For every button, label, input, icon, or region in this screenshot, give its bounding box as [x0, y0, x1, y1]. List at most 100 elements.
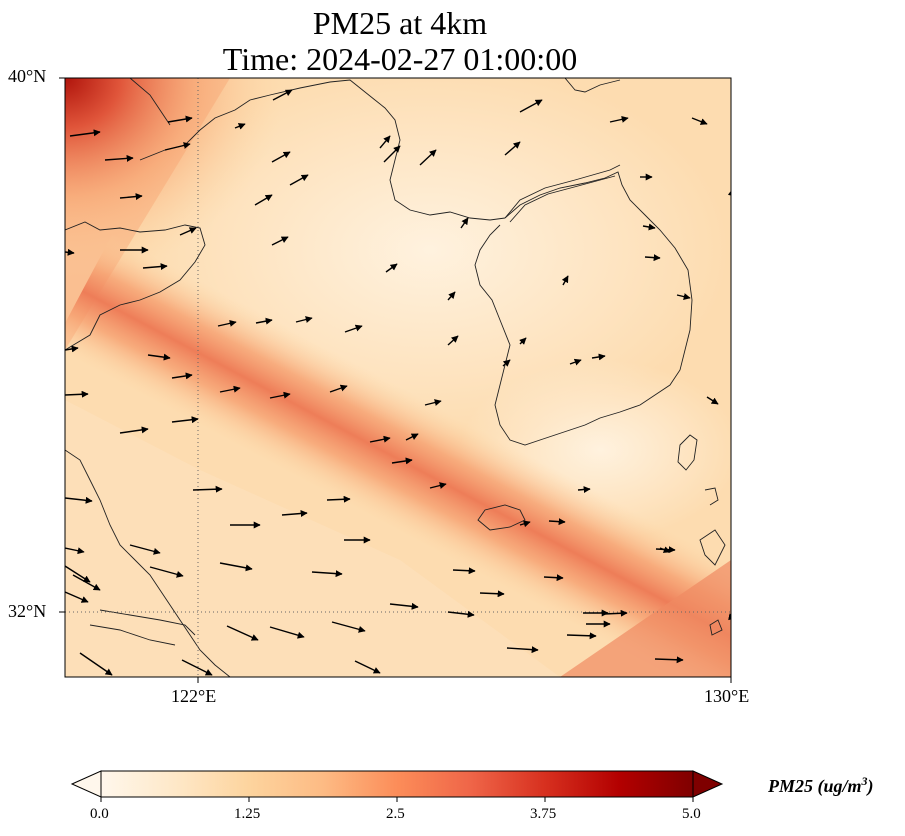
wind-arrow [119, 193, 143, 201]
wind-arrow [344, 324, 363, 333]
wind-arrow [149, 566, 184, 578]
wind-arrow [281, 510, 308, 517]
colorbar-tick-label: 1.25 [234, 806, 261, 822]
wind-arrow [164, 142, 191, 151]
wind-arrow [405, 433, 419, 441]
wind-arrow [691, 117, 708, 125]
wind-arrow [226, 625, 259, 641]
wind-arrow [65, 565, 91, 583]
wind-arrow [65, 496, 93, 504]
colorbar-tick-label: 0.0 [90, 806, 109, 822]
lon-label-122e: 122°E [171, 686, 217, 706]
wind-arrow [65, 547, 85, 555]
wind-arrow [65, 345, 79, 353]
wind-arrow [255, 317, 273, 325]
field-se-high [560, 560, 731, 677]
wind-arrow [591, 353, 606, 361]
wind-arrow [447, 291, 456, 301]
wind-arrow [192, 485, 223, 493]
wind-arrow [429, 482, 447, 489]
colorbar-extend-min [70, 770, 102, 798]
wind-arrow [519, 99, 543, 113]
wind-arrow [519, 520, 531, 528]
wind-arrow [391, 457, 413, 465]
coastlines [65, 78, 726, 677]
wind-arrow [424, 399, 442, 406]
colorbar [70, 770, 724, 802]
lon-label-130e: 130°E [704, 686, 750, 706]
wind-arrow [561, 275, 569, 286]
colorbar-tick-label: 3.75 [530, 806, 557, 822]
wind-arrow [326, 495, 351, 503]
wind-arrow [447, 610, 475, 618]
wind-arrow [354, 660, 381, 674]
wind-arrow [389, 602, 419, 610]
wind-arrow [329, 384, 348, 393]
wind-arrow [269, 391, 291, 399]
wind-arrow [271, 151, 291, 163]
wind-arrow [179, 227, 197, 236]
wind-arrow [254, 194, 273, 206]
colorbar-tick-label: 5.0 [682, 806, 701, 822]
lat-label-40n: 40°N [8, 66, 47, 86]
wind-arrow [234, 123, 246, 130]
wind-arrow [104, 154, 134, 162]
wind-arrow [269, 626, 305, 639]
wind-arrow [569, 358, 582, 366]
wind-arrow [460, 217, 469, 229]
wind-arrow [566, 632, 597, 640]
field-sw-low [65, 400, 560, 677]
wind-arrow [219, 385, 241, 393]
field-nw-high [65, 78, 285, 278]
wind-vectors [65, 89, 731, 676]
wind-arrow [217, 319, 237, 327]
lat-label-32n: 32°N [8, 601, 47, 621]
wind-arrow [706, 396, 719, 405]
wind-arrow [447, 335, 459, 346]
wind-arrow [79, 652, 113, 676]
wind-arrow [171, 416, 199, 424]
wind-arrow [502, 359, 511, 367]
wind-arrow [385, 263, 398, 273]
wind-arrow [147, 353, 171, 361]
colorbar-label: PM25 (ug/m3) [768, 774, 874, 796]
colorbar-tick-label: 2.5 [386, 806, 405, 822]
wind-arrow [654, 656, 684, 664]
wind-arrow [369, 435, 391, 443]
wind-arrow [272, 89, 293, 101]
wind-arrow [65, 591, 89, 603]
wind-arrow [452, 567, 476, 575]
wind-arrow [289, 174, 309, 186]
wind-arrow [642, 223, 656, 231]
wind-arrow [504, 141, 521, 156]
wind-arrow [577, 486, 591, 494]
pm25-field [65, 78, 731, 677]
wind-arrow [548, 518, 566, 526]
wind-arrow [383, 145, 401, 163]
map-title-line1: PM25 at 4km [312, 5, 488, 41]
wind-arrow [271, 236, 289, 246]
wind-arrow [479, 590, 505, 598]
wind-arrow [142, 263, 168, 271]
map-title-line2: Time: 2024-02-27 01:00:00 [222, 41, 578, 77]
map-frame [64, 77, 732, 678]
wind-arrow [506, 646, 539, 654]
wind-arrow [295, 316, 313, 323]
wind-arrow [331, 621, 366, 633]
wind-arrow [603, 609, 628, 617]
wind-arrow [311, 570, 343, 578]
wind-arrow [171, 372, 193, 380]
wind-arrow [167, 115, 193, 123]
wind-arrow [72, 574, 101, 591]
wind-arrow [65, 248, 75, 256]
wind-arrow [219, 562, 253, 572]
wind-arrow [609, 115, 629, 123]
wind-arrow [181, 659, 213, 676]
wind-arrow [379, 135, 391, 149]
wind-arrow [659, 546, 671, 553]
wind-arrow [419, 149, 437, 166]
wind-arrow [543, 574, 564, 582]
wind-arrow [129, 544, 161, 555]
colorbar-gradient [101, 771, 693, 797]
